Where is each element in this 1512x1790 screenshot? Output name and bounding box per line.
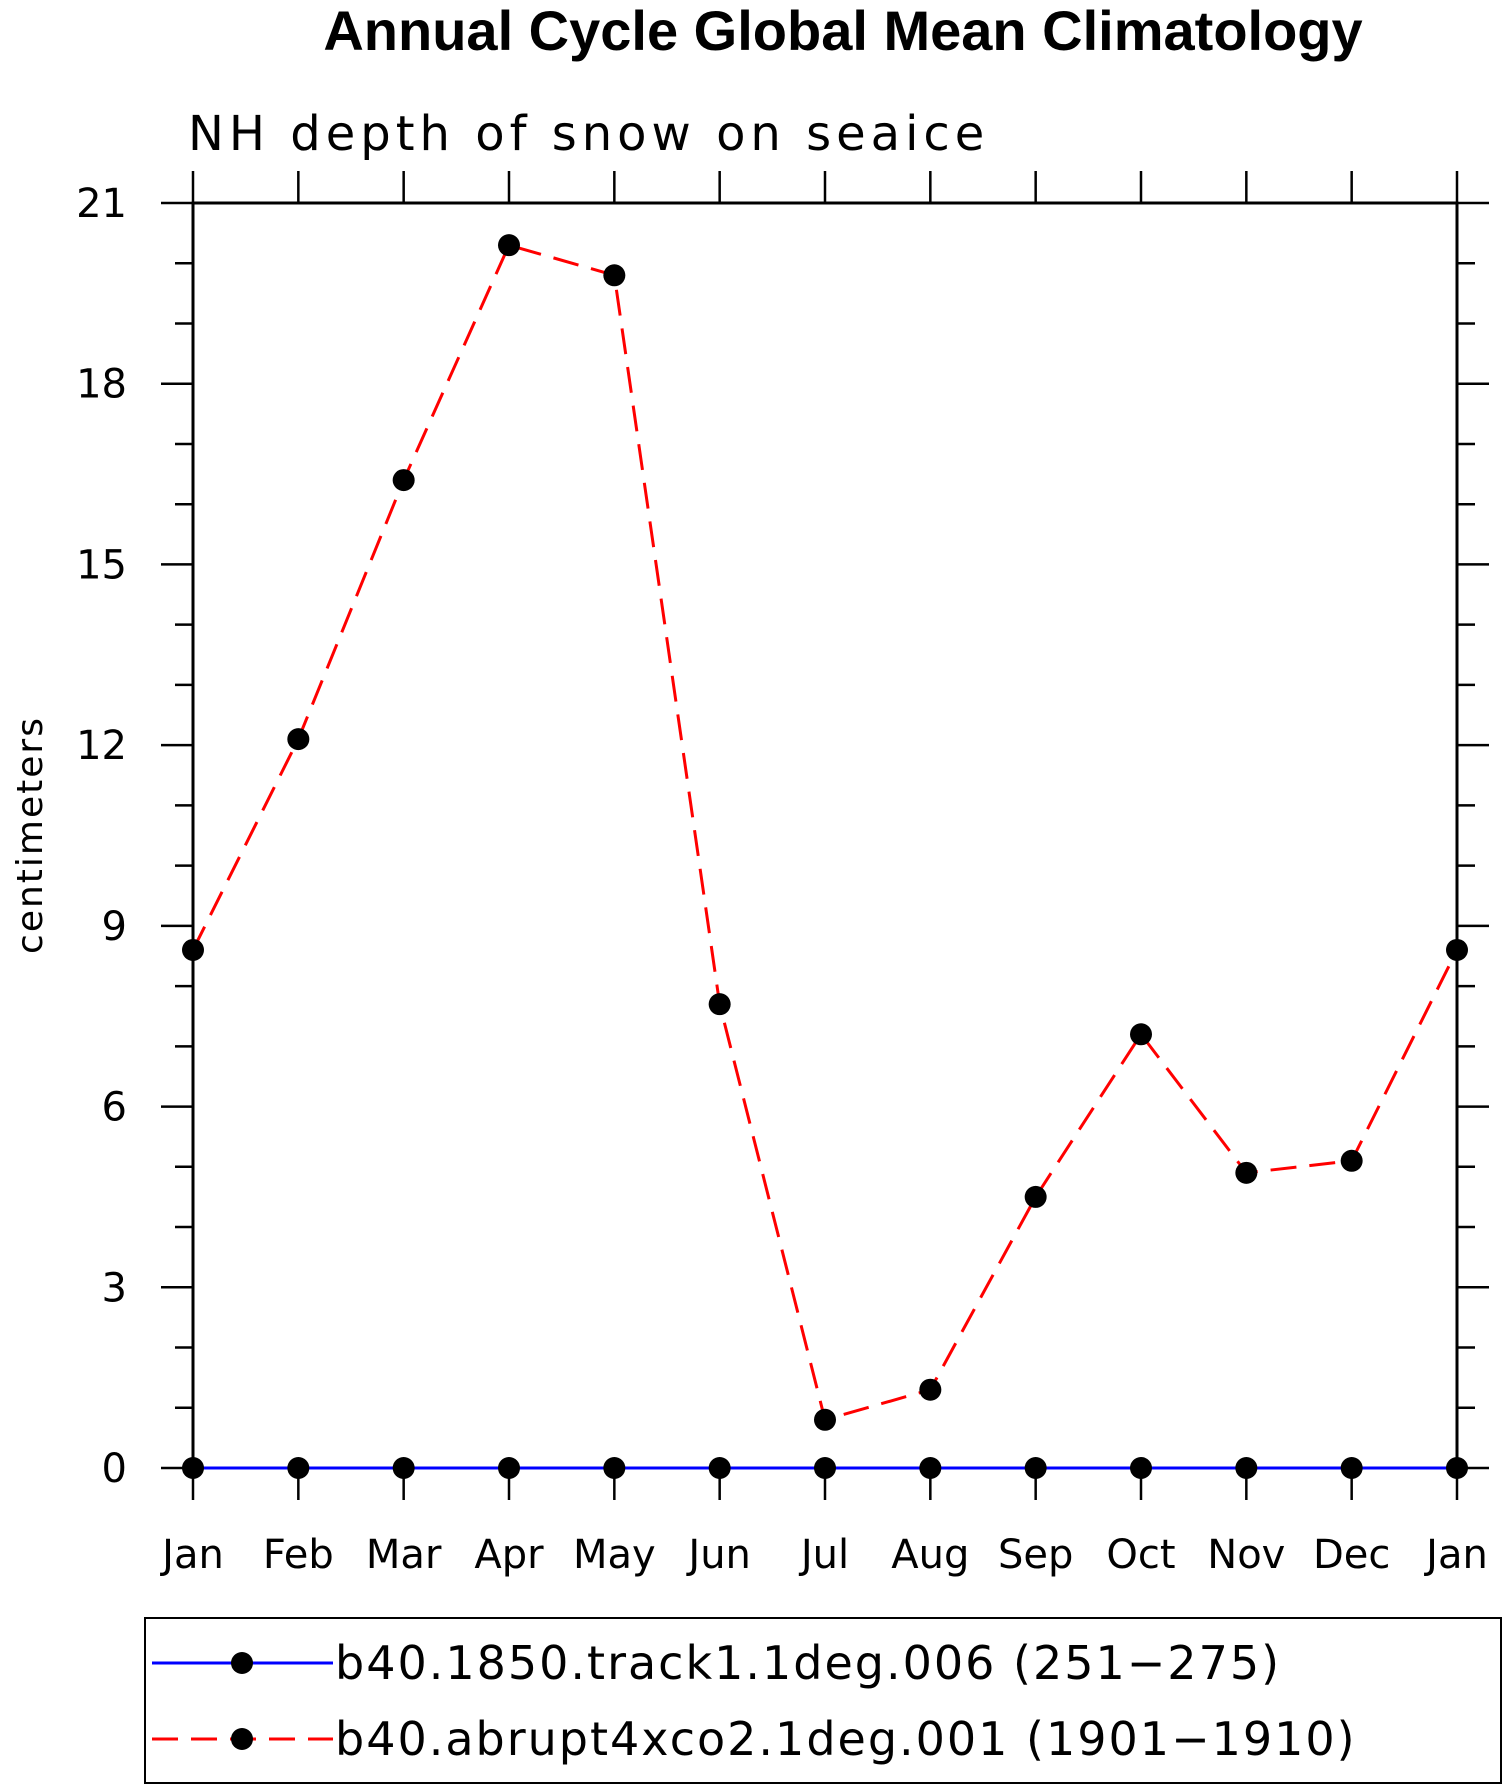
y-tick-label: 21 — [76, 181, 127, 227]
x-tick-label: May — [573, 1532, 656, 1578]
x-tick-label: Sep — [998, 1532, 1073, 1578]
series-2-point — [1340, 1149, 1363, 1172]
legend-box — [144, 1617, 1502, 1784]
y-tick-label: 6 — [102, 1085, 127, 1131]
series-1-point — [1024, 1457, 1047, 1479]
series-2-point — [1024, 1185, 1047, 1208]
y-axis-label: centimeters — [10, 716, 51, 954]
x-tick-label: Jan — [159, 1532, 224, 1578]
series-1-point — [919, 1457, 942, 1479]
series-1-point — [182, 1457, 204, 1479]
y-tick-label: 9 — [102, 904, 127, 950]
legend-entry-label: b40.abrupt4xco2.1deg.001 (1901−1910) — [335, 1712, 1357, 1766]
series-1-point — [708, 1457, 731, 1479]
x-tick-label: Apr — [474, 1532, 544, 1578]
plot-area: 0 3 6 9 12 15 18 21 Jan Feb Mar Apr May Jun Jul Aug Sep O… — [76, 171, 1489, 1578]
series-2-point — [919, 1378, 942, 1401]
y-tick-label: 0 — [102, 1446, 127, 1492]
series-2-point — [498, 234, 520, 257]
y-tick-label: 18 — [76, 362, 127, 408]
series-1-point — [1340, 1457, 1363, 1479]
series-2-point — [1446, 938, 1468, 961]
series-2-point — [814, 1408, 836, 1431]
x-tick-label: Nov — [1207, 1532, 1285, 1578]
series-line-2 — [191, 243, 1459, 1422]
legend-entry-label: b40.1850.track1.1deg.006 (251−275) — [335, 1636, 1281, 1690]
series-1-point — [498, 1457, 520, 1479]
chart-subtitle: NH depth of snow on seaice — [188, 106, 989, 162]
series-2-point — [182, 938, 204, 961]
legend-swatch-marker — [231, 1728, 253, 1750]
series-2-point — [1235, 1161, 1258, 1184]
x-tick-label: Jun — [685, 1532, 751, 1578]
x-tick-label: Jan — [1423, 1532, 1488, 1578]
series-2-point — [392, 469, 415, 492]
series-2-point — [603, 264, 626, 287]
x-tick-label: Mar — [366, 1532, 442, 1578]
y-tick-label: 3 — [102, 1265, 127, 1311]
series-1-point — [1235, 1457, 1258, 1479]
series-1-point — [287, 1457, 310, 1479]
series-1-point — [814, 1457, 836, 1479]
legend: b40.1850.track1.1deg.006 (251−275) b40.ab… — [144, 1617, 1502, 1784]
x-tick-label: Aug — [891, 1532, 969, 1578]
series-1-point — [1130, 1457, 1152, 1479]
series-1-point — [603, 1457, 626, 1479]
series-1-point — [1446, 1457, 1468, 1479]
series-2-point — [708, 993, 731, 1016]
x-tick-label: Dec — [1313, 1532, 1390, 1578]
series-1-point — [392, 1457, 415, 1479]
series-2-point — [1130, 1023, 1152, 1046]
x-tick-label: Oct — [1106, 1532, 1175, 1578]
plot-frame — [191, 201, 1459, 1470]
x-tick-label: Jul — [798, 1532, 849, 1578]
y-tick-label: 12 — [76, 723, 127, 769]
y-tick-label: 15 — [76, 542, 127, 588]
series-2-point — [287, 728, 310, 751]
chart-title: Annual Cycle Global Mean Climatology — [323, 0, 1362, 62]
legend-swatch-marker — [231, 1652, 253, 1674]
x-tick-label: Feb — [263, 1532, 334, 1578]
